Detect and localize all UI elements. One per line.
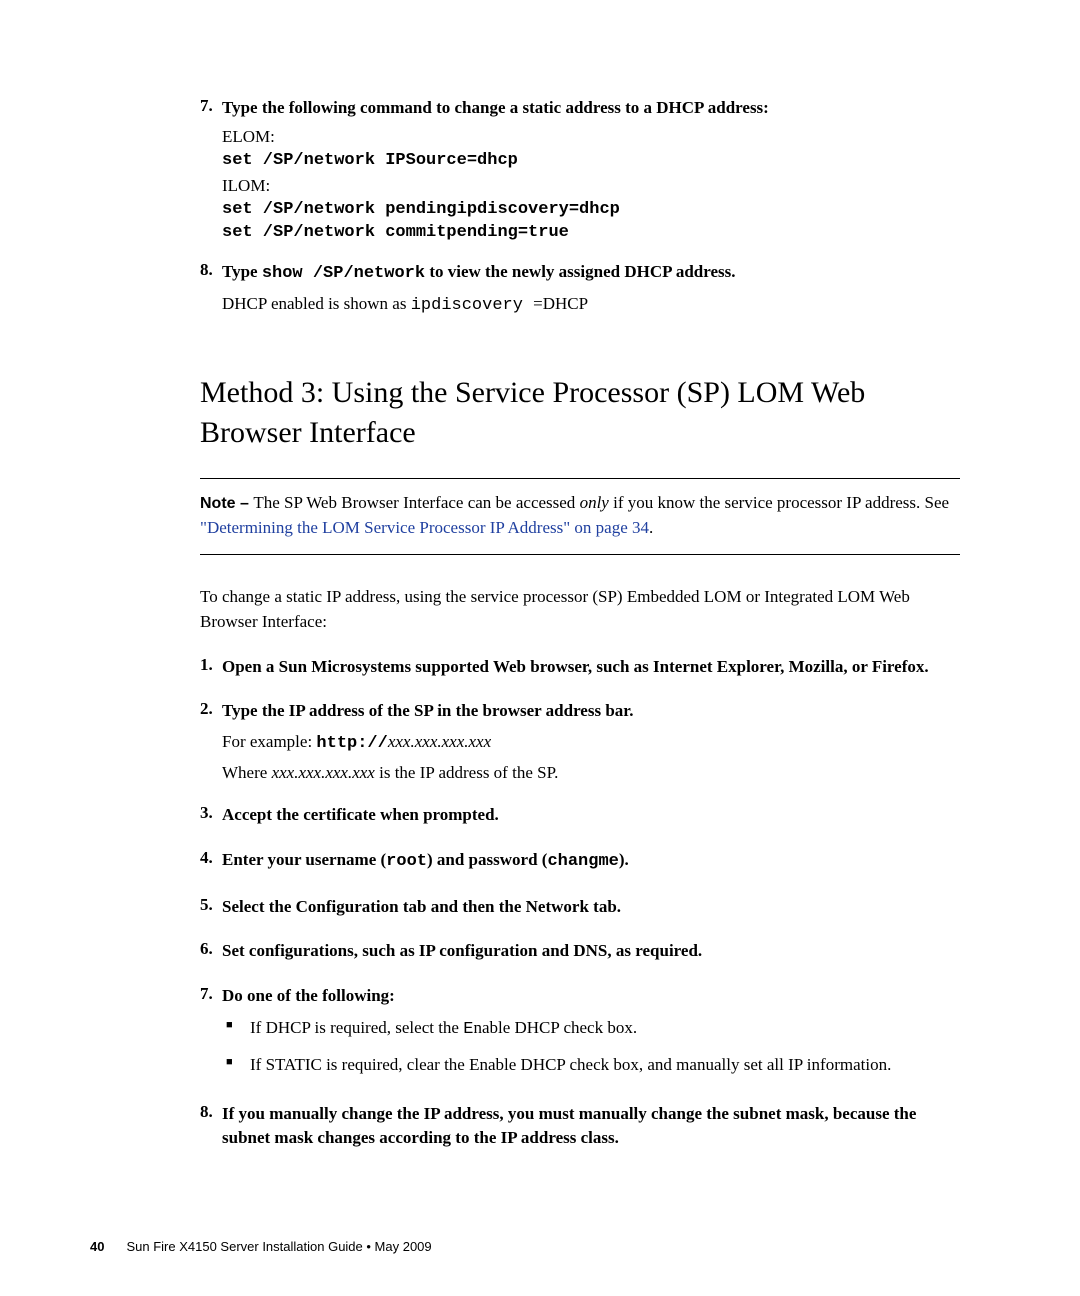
step-text: Type the following command to change a s…	[222, 96, 960, 121]
step-text: Set configurations, such as IP configura…	[222, 939, 960, 964]
step-number: 8.	[200, 260, 222, 323]
step-number: 7.	[200, 984, 222, 1088]
intro-paragraph: To change a static IP address, using the…	[200, 585, 960, 634]
note-label: Note –	[200, 495, 253, 512]
bullet-item: If STATIC is required, clear the Enable …	[226, 1053, 960, 1078]
step-8-top: 8. Type show /SP/network to view the new…	[200, 260, 960, 323]
text-part: ) and password (	[427, 850, 547, 869]
step-body: Type the following command to change a s…	[222, 96, 960, 246]
note-text: if you know the service processor IP add…	[609, 493, 949, 512]
ilom-label: ILOM:	[222, 176, 960, 196]
step-number: 8.	[200, 1102, 222, 1157]
step-text: Do one of the following:	[222, 984, 960, 1009]
text-part: For example:	[222, 732, 316, 751]
inline-code: changme	[547, 852, 618, 871]
page-footer: 40 Sun Fire X4150 Server Installation Gui…	[90, 1239, 432, 1254]
step-6: 6. Set configurations, such as IP config…	[200, 939, 960, 970]
step-text: Open a Sun Microsystems supported Web br…	[222, 655, 960, 680]
step-number: 3.	[200, 803, 222, 834]
elom-command: set /SP/network IPSource=dhcp	[222, 151, 960, 170]
step-text: Type the IP address of the SP in the bro…	[222, 699, 960, 724]
inline-code: http://	[316, 734, 387, 753]
step-number: 1.	[200, 655, 222, 686]
document-page: 7. Type the following command to change …	[0, 0, 1080, 1296]
text-part: Where	[222, 763, 272, 782]
example-line: For example: http://xxx.xxx.xxx.xxx	[222, 730, 960, 757]
bullet-item: If DHCP is required, select the Enable D…	[226, 1016, 960, 1043]
step-number: 2.	[200, 699, 222, 789]
text-part: =DHCP	[533, 294, 588, 313]
cross-reference-link[interactable]: "Determining the LOM Service Processor I…	[200, 518, 649, 537]
text-part: ).	[619, 850, 629, 869]
italic-text: xxx.xxx.xxx.xxx	[388, 732, 491, 751]
step-3: 3. Accept the certificate when prompted.	[200, 803, 960, 834]
text-part: to view the newly assigned DHCP address.	[425, 262, 735, 281]
step-body: Type show /SP/network to view the newly …	[222, 260, 960, 323]
page-number: 40	[90, 1239, 104, 1254]
inline-code: root	[386, 852, 427, 871]
elom-label: ELOM:	[222, 127, 960, 147]
step-text: Enter your username (root) and password …	[222, 848, 960, 875]
ilom-command-1: set /SP/network pendingipdiscovery=dhcp	[222, 200, 960, 219]
text-part: nable DHCP check box.	[473, 1018, 637, 1037]
step-5: 5. Select the Configuration tab and then…	[200, 895, 960, 926]
step-4: 4. Enter your username (root) and passwo…	[200, 848, 960, 881]
step-body: Type the IP address of the SP in the bro…	[222, 699, 960, 789]
text-part: If DHCP is required, select the	[250, 1018, 463, 1037]
step-number: 4.	[200, 848, 222, 881]
note-text: The SP Web Browser Interface can be acce…	[253, 493, 579, 512]
text-part: DHCP enabled is shown as	[222, 294, 411, 313]
note-italic: only	[580, 493, 609, 512]
text-part: Type	[222, 262, 262, 281]
ilom-command-2: set /SP/network commitpending=true	[222, 223, 960, 242]
step-7: 7. Do one of the following: If DHCP is r…	[200, 984, 960, 1088]
mono-char: E	[463, 1020, 473, 1039]
step-subtext: DHCP enabled is shown as ipdiscovery =DH…	[222, 292, 960, 319]
footer-title: Sun Fire X4150 Server Installation Guide…	[126, 1239, 431, 1254]
step-number: 5.	[200, 895, 222, 926]
step-text: Type show /SP/network to view the newly …	[222, 260, 960, 287]
step-body: Do one of the following: If DHCP is requ…	[222, 984, 960, 1088]
step-8: 8. If you manually change the IP address…	[200, 1102, 960, 1157]
inline-code: ipdiscovery	[411, 296, 533, 315]
step-2: 2. Type the IP address of the SP in the …	[200, 699, 960, 789]
note-box: Note – The SP Web Browser Interface can …	[200, 478, 960, 555]
text-part: Enter your username (	[222, 850, 386, 869]
step-text: Select the Configuration tab and then th…	[222, 895, 960, 920]
text-part: is the IP address of the SP.	[375, 763, 559, 782]
inline-code: show /SP/network	[262, 264, 425, 283]
where-line: Where xxx.xxx.xxx.xxx is the IP address …	[222, 761, 960, 786]
step-7-top: 7. Type the following command to change …	[200, 96, 960, 246]
bullet-list: If DHCP is required, select the Enable D…	[226, 1016, 960, 1077]
step-text: Accept the certificate when prompted.	[222, 803, 960, 828]
section-heading: Method 3: Using the Service Processor (S…	[200, 373, 960, 452]
note-text: .	[649, 518, 653, 537]
step-text: If you manually change the IP address, y…	[222, 1102, 960, 1151]
step-number: 7.	[200, 96, 222, 246]
italic-text: xxx.xxx.xxx.xxx	[272, 763, 375, 782]
step-1: 1. Open a Sun Microsystems supported Web…	[200, 655, 960, 686]
step-number: 6.	[200, 939, 222, 970]
